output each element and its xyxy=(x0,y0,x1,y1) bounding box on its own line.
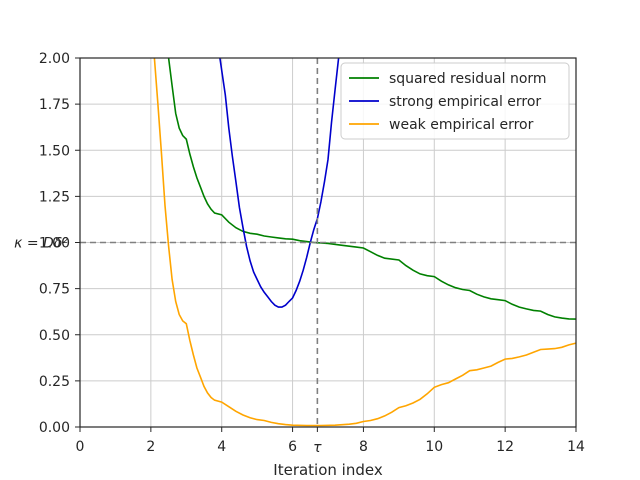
x-ticks: 0 2 4 6 8 10 12 14 xyxy=(76,427,585,455)
y-tick-label: 0.50 xyxy=(39,328,70,344)
y-tick-label: 1.00 xyxy=(39,236,70,252)
legend-label: squared residual norm xyxy=(389,71,547,87)
x-tick-label: 0 xyxy=(76,439,85,455)
legend-label: weak empirical error xyxy=(389,117,534,133)
x-tick-label: 8 xyxy=(359,439,368,455)
y-tick-label: 1.75 xyxy=(39,97,70,113)
reference-lines xyxy=(80,58,576,427)
x-tick-label: 2 xyxy=(146,439,155,455)
x-tick-label: 4 xyxy=(217,439,226,455)
x-tick-label: 10 xyxy=(425,439,443,455)
y-tick-label: 0.75 xyxy=(39,282,70,298)
y-ticks: 0.00 0.25 0.50 0.75 1.00 1.25 1.50 1.75 2.00 xyxy=(39,51,80,436)
x-tick-label: 12 xyxy=(496,439,514,455)
legend-box xyxy=(340,62,570,140)
kappa-threshold-label: κ = Dδ² xyxy=(14,236,68,252)
y-tick-label: 0.00 xyxy=(39,420,70,436)
x-axis-label: Iteration index xyxy=(273,461,383,479)
series-line xyxy=(219,57,340,308)
legend: squared residual norm strong empirical er… xyxy=(340,62,570,140)
x-tick-label: 6 xyxy=(288,439,297,455)
series-lines xyxy=(153,57,577,427)
series-line xyxy=(153,57,577,427)
x-tick-label: 14 xyxy=(567,439,585,455)
y-tick-label: 1.50 xyxy=(39,143,70,159)
series-line xyxy=(167,57,577,320)
y-tick-label: 2.00 xyxy=(39,51,70,67)
y-tick-label: 1.25 xyxy=(39,189,70,205)
tau-tick-label: τ xyxy=(313,440,322,456)
y-tick-label: 0.25 xyxy=(39,374,70,390)
legend-label: strong empirical error xyxy=(389,94,541,110)
